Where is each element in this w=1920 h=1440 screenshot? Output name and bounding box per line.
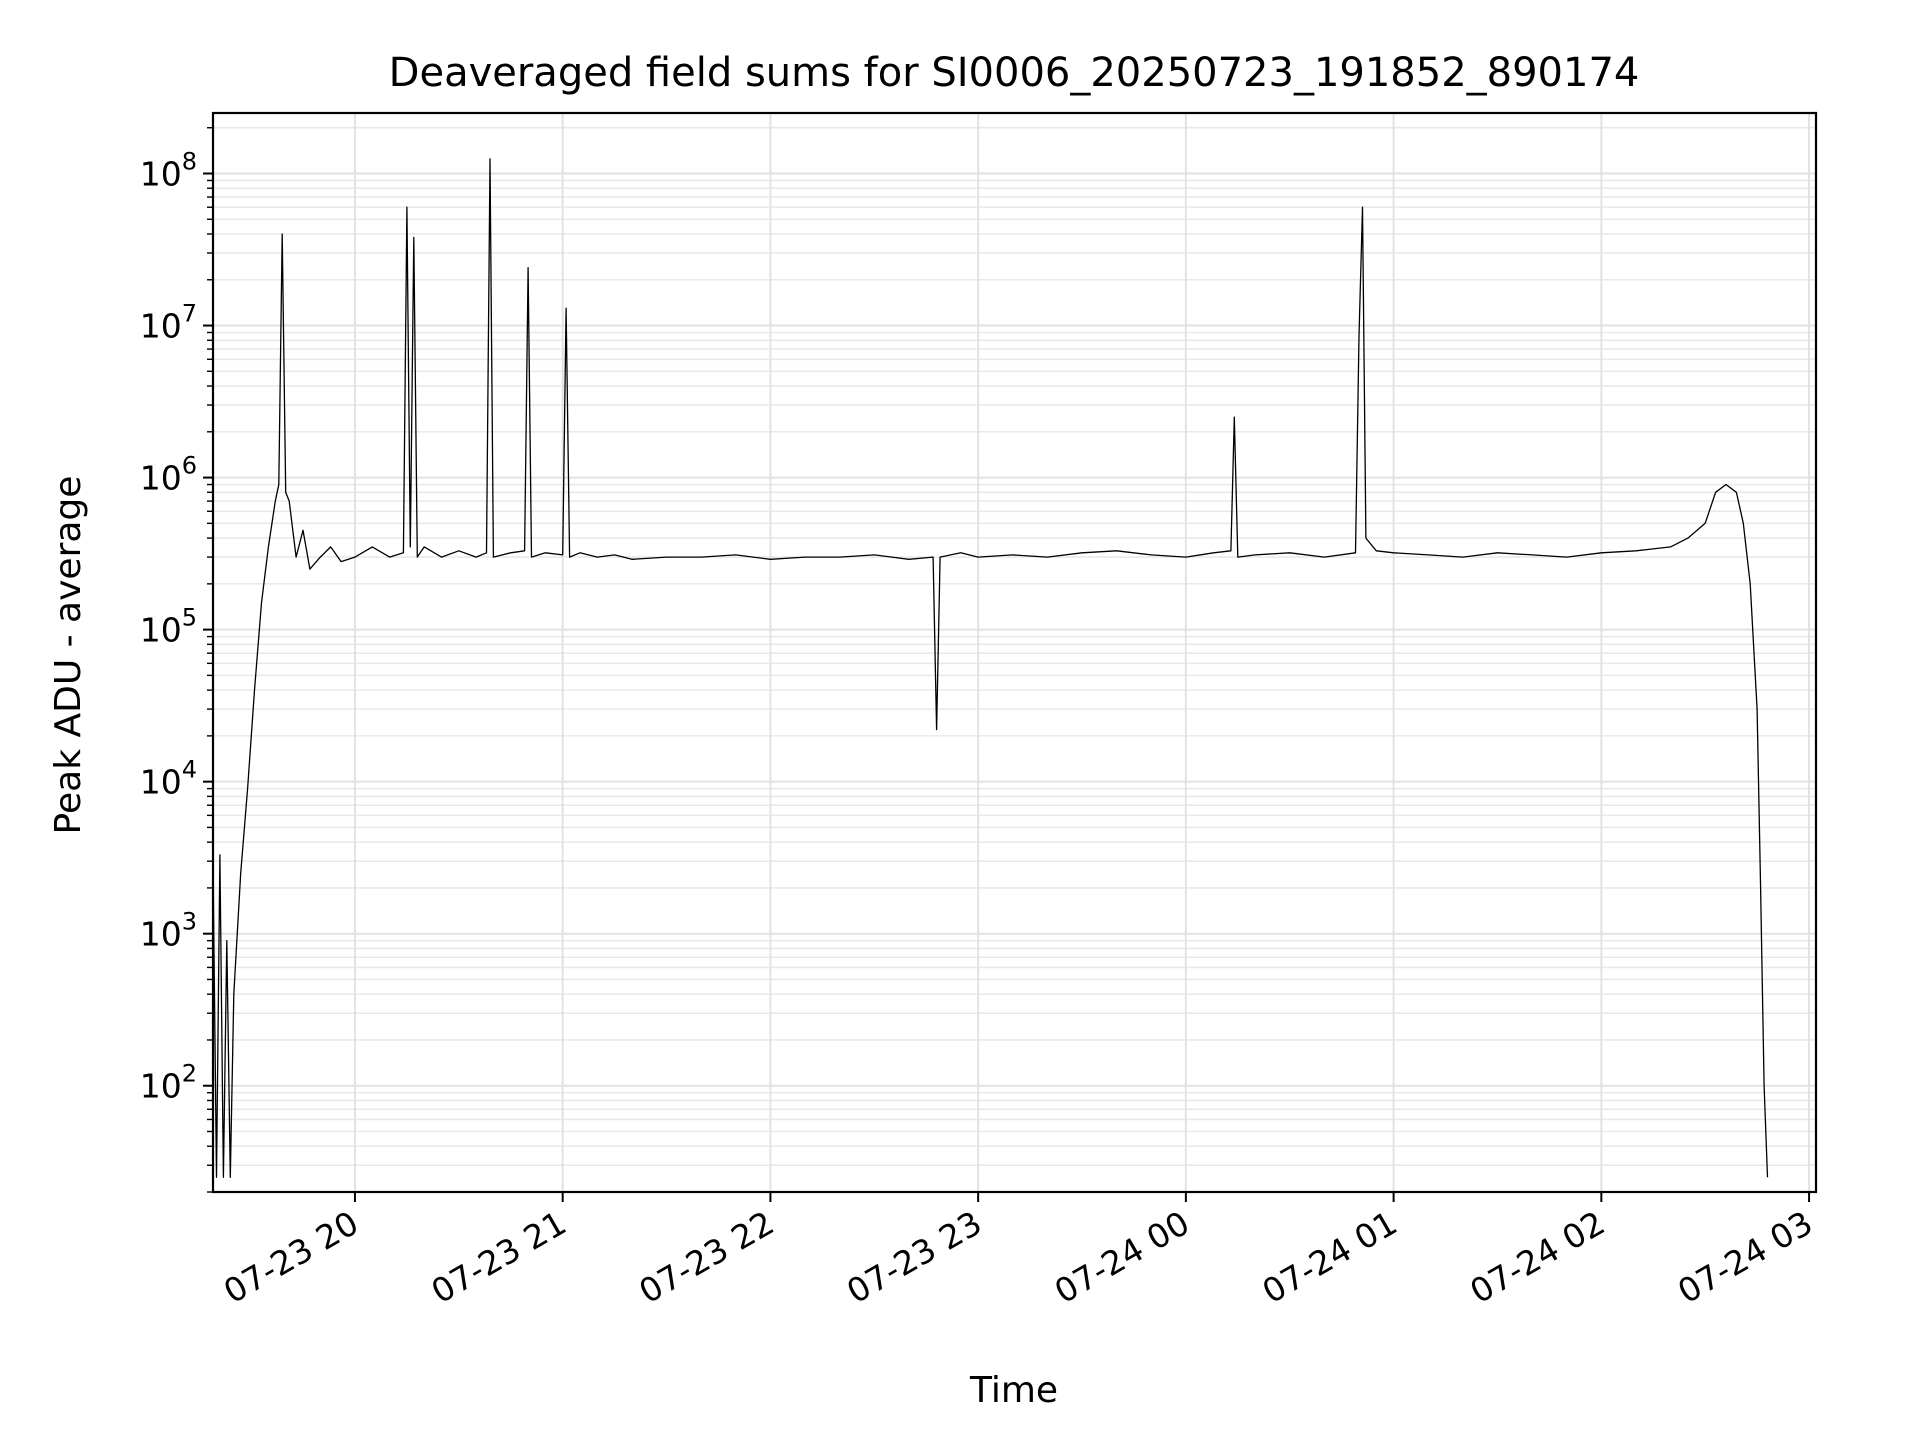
y-tick-label: 103 [140,908,197,954]
series-line [212,158,1769,1178]
x-axis-label: Time [969,1370,1058,1411]
x-tick-label: 07-24 02 [1463,1203,1611,1311]
x-tick-label: 07-23 20 [217,1203,365,1311]
x-tick-label: 07-24 03 [1671,1203,1819,1311]
y-tick-label: 102 [140,1060,197,1106]
y-tick-label: 105 [140,604,197,650]
y-axis-ticks: 102 103 104 105 106 107 108 [140,127,213,1193]
minor-gridlines [213,126,1816,1193]
major-gridlines [213,113,1816,1192]
x-tick-label: 07-23 21 [425,1203,573,1311]
x-tick-label: 07-24 00 [1048,1203,1196,1311]
x-axis-ticks: 07-23 20 07-23 21 07-23 22 07-23 23 07-24 00… [217,1192,1819,1311]
y-tick-label: 104 [140,756,197,802]
chart-title: Deaveraged field sums for SI0006_2025072… [389,50,1640,96]
x-tick-label: 07-23 23 [840,1203,988,1311]
y-tick-label: 108 [140,148,197,194]
x-tick-label: 07-23 22 [632,1203,780,1311]
x-tick-label: 07-24 01 [1256,1203,1404,1311]
series-layer [212,158,1769,1178]
y-axis-label: Peak ADU - average [48,476,89,835]
y-tick-label: 106 [140,452,197,498]
y-tick-label: 107 [140,300,197,346]
